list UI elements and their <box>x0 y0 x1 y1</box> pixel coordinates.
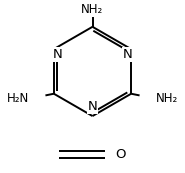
Text: O: O <box>115 148 126 161</box>
Text: NH₂: NH₂ <box>81 3 104 16</box>
Text: H₂N: H₂N <box>7 92 30 105</box>
Text: N: N <box>88 100 97 113</box>
Text: N: N <box>52 48 62 61</box>
Text: N: N <box>123 48 133 61</box>
Text: NH₂: NH₂ <box>155 92 178 105</box>
